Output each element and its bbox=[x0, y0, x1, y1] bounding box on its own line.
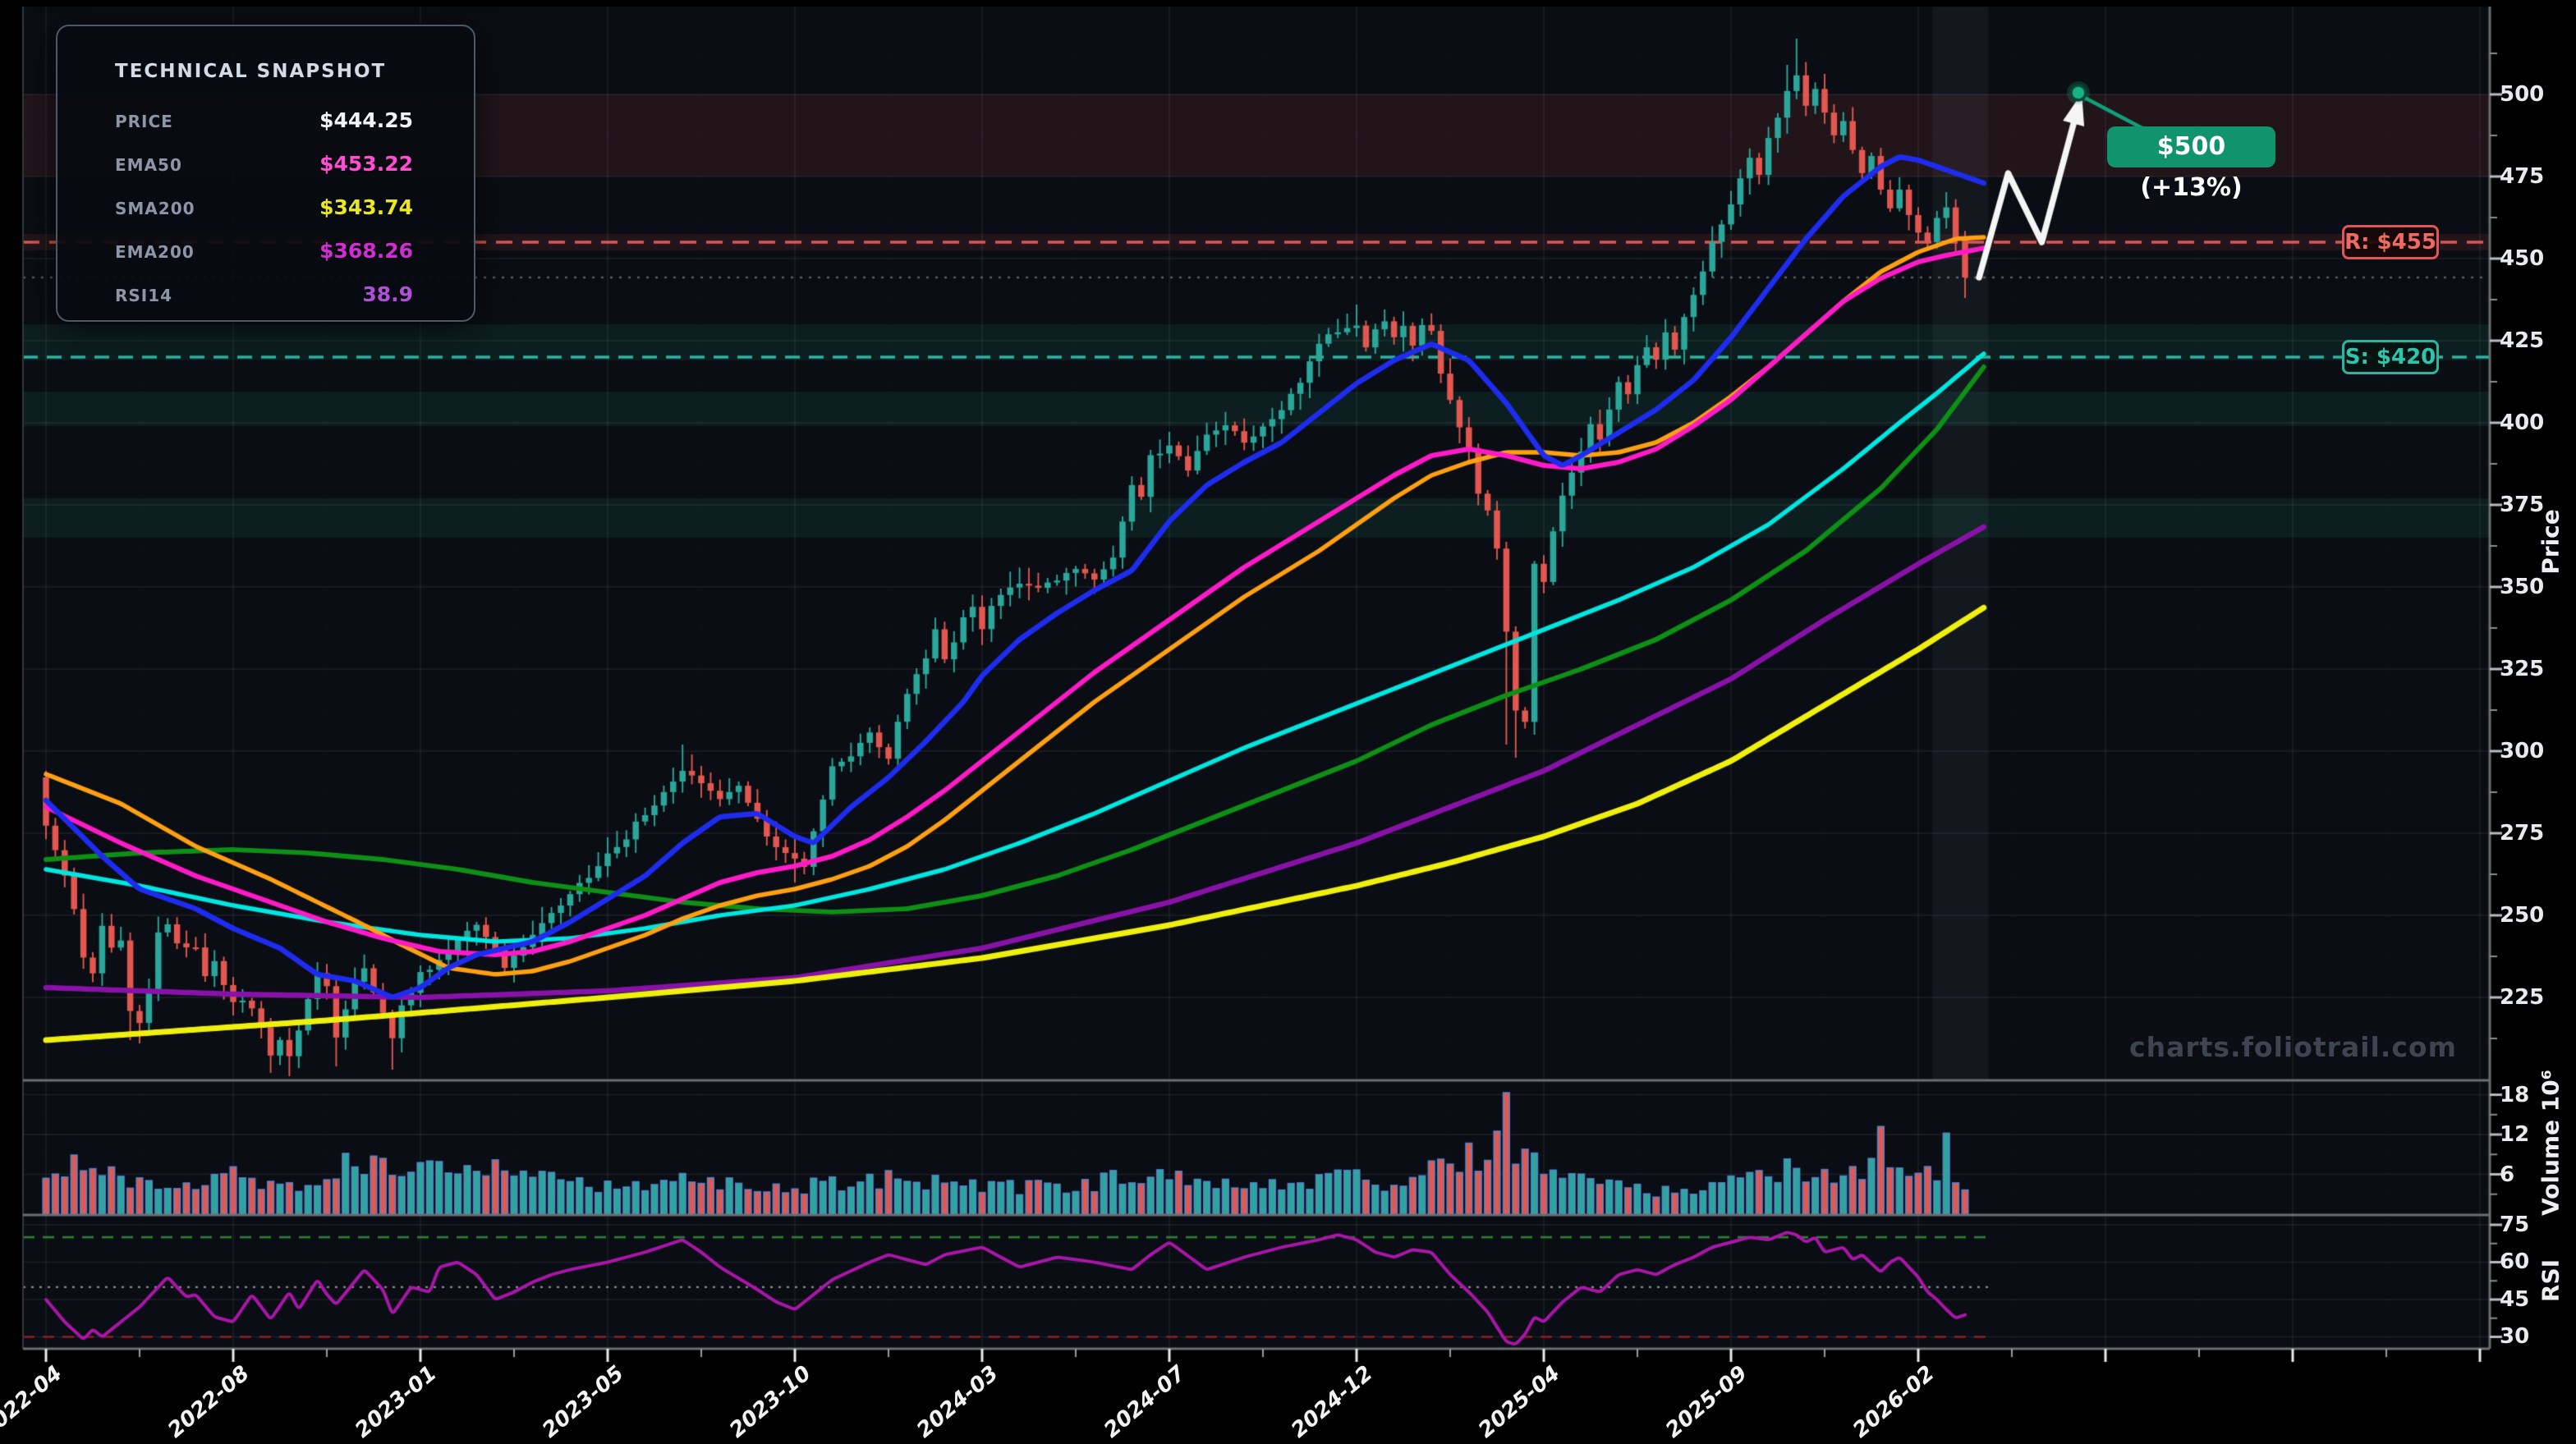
tooltip-row-label: EMA200 bbox=[115, 242, 195, 262]
volume-tick-label: 18 bbox=[2500, 1082, 2530, 1107]
price-tick-label: 275 bbox=[2500, 821, 2545, 846]
price-tick-label: 400 bbox=[2500, 410, 2545, 435]
tooltip-row-label: PRICE bbox=[115, 112, 173, 131]
support-level-label: S: $420 bbox=[2342, 340, 2439, 374]
date-tick-anchor: 2023-10 bbox=[660, 1361, 816, 1443]
price-tick-label: 375 bbox=[2500, 493, 2545, 517]
price-tick-label: 300 bbox=[2500, 739, 2545, 763]
date-tick-anchor: 2025-04 bbox=[1409, 1361, 1565, 1443]
target-price-badge: $500 (+13%) bbox=[2107, 126, 2275, 202]
price-tick-label: 475 bbox=[2500, 164, 2545, 189]
tooltip-row-rsi14: RSI14 38.9 bbox=[115, 282, 413, 314]
price-tick-label: 500 bbox=[2500, 82, 2545, 107]
tooltip-row-sma200: SMA200 $343.74 bbox=[115, 195, 413, 227]
date-tick-anchor: 2023-05 bbox=[473, 1361, 629, 1443]
date-tick-anchor: 2024-12 bbox=[1222, 1361, 1378, 1443]
rsi-tick-label: 30 bbox=[2500, 1324, 2530, 1350]
price-tick-label: 450 bbox=[2500, 246, 2545, 271]
tooltip-row-price: PRICE $444.25 bbox=[115, 108, 413, 140]
date-tick-anchor: 2026-02 bbox=[1784, 1361, 1940, 1443]
price-axis-title: Price bbox=[2537, 509, 2565, 575]
price-tick-label: 225 bbox=[2500, 985, 2545, 1010]
rsi-tick-label: 45 bbox=[2500, 1286, 2530, 1312]
price-tick-label: 425 bbox=[2500, 328, 2545, 353]
price-tick-label: 250 bbox=[2500, 903, 2545, 928]
tooltip-row-value: $444.25 bbox=[319, 108, 413, 132]
tooltip-row-value: $368.26 bbox=[319, 239, 413, 263]
date-tick-anchor: 2022-04 bbox=[0, 1361, 67, 1443]
watermark: charts.foliotrail.com bbox=[2129, 1031, 2457, 1063]
volume-axis-title: Volume 10⁶ bbox=[2537, 1069, 2565, 1217]
volume-tick-label: 12 bbox=[2500, 1122, 2530, 1148]
resistance-level-label: R: $455 bbox=[2342, 225, 2439, 259]
date-tick-anchor: 2024-07 bbox=[1035, 1361, 1191, 1443]
tooltip-row-label: EMA50 bbox=[115, 155, 182, 175]
tooltip-row-value: $343.74 bbox=[319, 195, 413, 219]
volume-tick-label: 6 bbox=[2500, 1162, 2515, 1187]
tooltip-row-ema200: EMA200 $368.26 bbox=[115, 239, 413, 270]
tooltip-row-value: $453.22 bbox=[319, 152, 413, 176]
rsi-axis-title: RSI bbox=[2537, 1258, 2565, 1303]
tooltip-row-value: 38.9 bbox=[362, 282, 413, 306]
date-tick-anchor: 2024-03 bbox=[847, 1361, 1003, 1443]
date-tick-anchor: 2022-08 bbox=[99, 1361, 255, 1443]
tooltip-row-label: RSI14 bbox=[115, 286, 173, 305]
technical-snapshot-title: TECHNICAL SNAPSHOT bbox=[115, 61, 387, 82]
tooltip-row-label: SMA200 bbox=[115, 199, 195, 218]
price-tick-label: 325 bbox=[2500, 657, 2545, 681]
rsi-tick-label: 60 bbox=[2500, 1249, 2530, 1275]
technical-snapshot-panel: TECHNICAL SNAPSHOT PRICE $444.25 EMA50 $453… bbox=[56, 25, 475, 322]
price-tick-label: 350 bbox=[2500, 575, 2545, 599]
date-tick-anchor: 2023-01 bbox=[286, 1361, 442, 1443]
date-tick-anchor: 2025-09 bbox=[1596, 1361, 1752, 1443]
tooltip-row-ema50: EMA50 $453.22 bbox=[115, 152, 413, 183]
rsi-tick-label: 75 bbox=[2500, 1213, 2530, 1237]
